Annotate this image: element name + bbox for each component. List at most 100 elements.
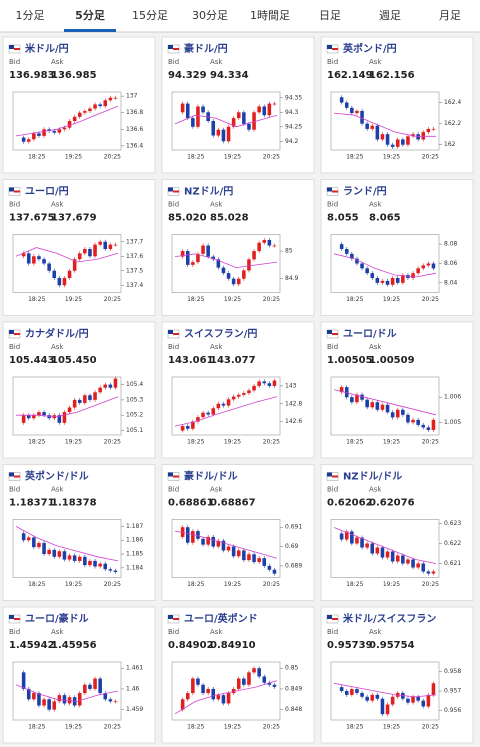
tab[interactable]: 30分足 [192, 9, 228, 22]
bid-label: Bid [168, 201, 179, 209]
candle [180, 426, 185, 431]
candle [77, 693, 82, 706]
candle [421, 563, 426, 572]
ask-value: 1.18378 [51, 498, 97, 509]
candle [26, 139, 31, 142]
candle [221, 695, 226, 704]
x-tick-label: 18:25 [187, 296, 204, 303]
candle [370, 273, 375, 278]
candle [375, 694, 380, 699]
candle [62, 127, 67, 130]
tab[interactable]: 月足 [439, 9, 461, 22]
candle [57, 129, 62, 133]
bid-value: 137.675 [9, 213, 55, 224]
candle [380, 547, 385, 558]
candle [32, 537, 36, 548]
y-tick-label: 105.3 [126, 396, 143, 403]
candle [350, 397, 354, 403]
candle [350, 253, 354, 259]
candle [355, 689, 359, 693]
candle [390, 551, 395, 562]
candle [416, 696, 420, 701]
candle [360, 537, 364, 548]
pair-name: 英ポンド/ドル [24, 470, 89, 483]
candle [252, 385, 256, 391]
candle [211, 688, 216, 700]
candle [262, 240, 267, 243]
candle [247, 259, 251, 271]
ask-value: 162.156 [369, 70, 415, 81]
y-tick-label: 8.08 [444, 241, 458, 248]
x-tick-label: 20:25 [422, 296, 439, 303]
tab[interactable]: 週足 [379, 9, 401, 22]
y-tick-label: 136.4 [126, 142, 143, 149]
ask-label: Ask [369, 343, 382, 351]
flag-part [327, 472, 332, 477]
ask-value: 94.334 [210, 70, 249, 81]
pair-name: NZドル/ドル [343, 471, 402, 483]
flag-part [9, 615, 14, 619]
flag-part [332, 190, 338, 193]
candle [108, 569, 113, 571]
candle [267, 103, 272, 116]
candle [201, 538, 205, 545]
pair-name: ユーロ/英ポンド [184, 612, 258, 625]
candle [21, 137, 26, 142]
candle [211, 536, 216, 547]
candle [272, 569, 277, 574]
candle [98, 387, 102, 393]
moving-average [333, 253, 437, 278]
x-tick-label: 19:25 [65, 439, 82, 446]
candle [77, 112, 82, 117]
tab[interactable]: 1分足 [16, 9, 45, 22]
candle [42, 129, 46, 136]
pair-name: 米ドル/円 [25, 42, 69, 55]
moving-average [333, 112, 436, 137]
bid-label: Bid [168, 343, 179, 351]
candle [385, 280, 390, 285]
candle [191, 421, 195, 429]
candle [426, 694, 431, 707]
x-tick-label: 19:25 [383, 154, 400, 161]
candle [365, 696, 369, 701]
candle [272, 684, 277, 687]
candle [37, 256, 41, 260]
candle [395, 139, 400, 147]
candle [216, 403, 221, 409]
candle [252, 554, 256, 563]
candle [247, 672, 251, 685]
candle [426, 571, 431, 574]
candle [339, 244, 344, 249]
tab[interactable]: 1時間足 [250, 9, 290, 22]
candle [57, 551, 62, 557]
tab[interactable]: 5分足 [75, 8, 106, 22]
candle [431, 571, 436, 574]
rate-tile[interactable]: ランド/円 Bid Ask 8.055 8.065 8.04 8.06 8.08 18:25 19… [320, 179, 474, 316]
candle [411, 273, 415, 278]
bid-label: Bid [168, 486, 179, 494]
candle [252, 251, 256, 260]
y-tick-label: 0.691 [285, 524, 302, 531]
x-tick-label: 20:25 [104, 154, 121, 161]
tab[interactable]: 日足 [319, 9, 341, 22]
candle [83, 684, 87, 694]
candle [365, 123, 369, 129]
y-tick-label: 162.4 [444, 99, 461, 106]
ask-label: Ask [210, 343, 223, 351]
pair-name: カナダドル/円 [25, 327, 89, 340]
tab[interactable]: 15分足 [132, 9, 168, 22]
